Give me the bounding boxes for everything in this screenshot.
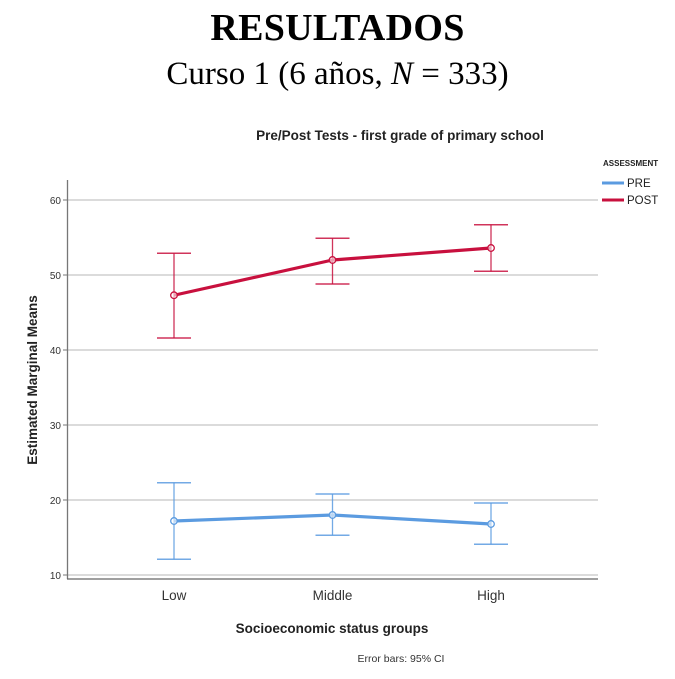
x-tick-label-low: Low [162,588,187,603]
y-tick-label: 10 [50,571,62,582]
data-point-pre-low [170,517,178,525]
series-group [157,223,508,561]
data-point-post-low [170,291,178,300]
series-pre [157,481,508,561]
slide-subheading: Curso 1 (6 años, N = 333) [0,56,675,93]
gridlines [67,199,598,576]
slide-heading: RESULTADOS [210,7,465,49]
y-tick-label: 20 [50,496,62,507]
chart-title: Pre/Post Tests - first grade of primary … [256,128,544,143]
subheading-suffix: = 333) [412,56,509,92]
x-axis-label: Socioeconomic status groups [236,621,429,636]
x-tick-label-middle: Middle [313,588,353,603]
legend: ASSESSMENT PRE POST [602,159,658,207]
footnote: Error bars: 95% CI [358,653,445,665]
legend-title: ASSESSMENT [603,159,658,168]
y-axis-label: Estimated Marginal Means [25,295,40,465]
y-tick-label: 40 [50,346,62,357]
subheading-prefix: Curso 1 (6 años, [166,56,391,92]
y-tick-label: 60 [50,196,62,207]
data-point-pre-high [487,520,495,528]
y-tick-label: 30 [50,421,62,432]
data-point-post-high [487,244,495,252]
y-tick-label: 50 [50,271,62,282]
subheading-n: N [390,56,413,92]
data-point-pre-middle [328,511,337,519]
x-tick-labels: Low Middle High [162,588,505,603]
series-post [157,223,508,339]
legend-label-pre: PRE [627,178,651,190]
y-tick-labels: 10 20 30 40 50 60 [50,196,67,582]
data-point-post-middle [328,256,337,264]
legend-label-post: POST [627,195,658,207]
x-tick-label-high: High [477,588,505,603]
